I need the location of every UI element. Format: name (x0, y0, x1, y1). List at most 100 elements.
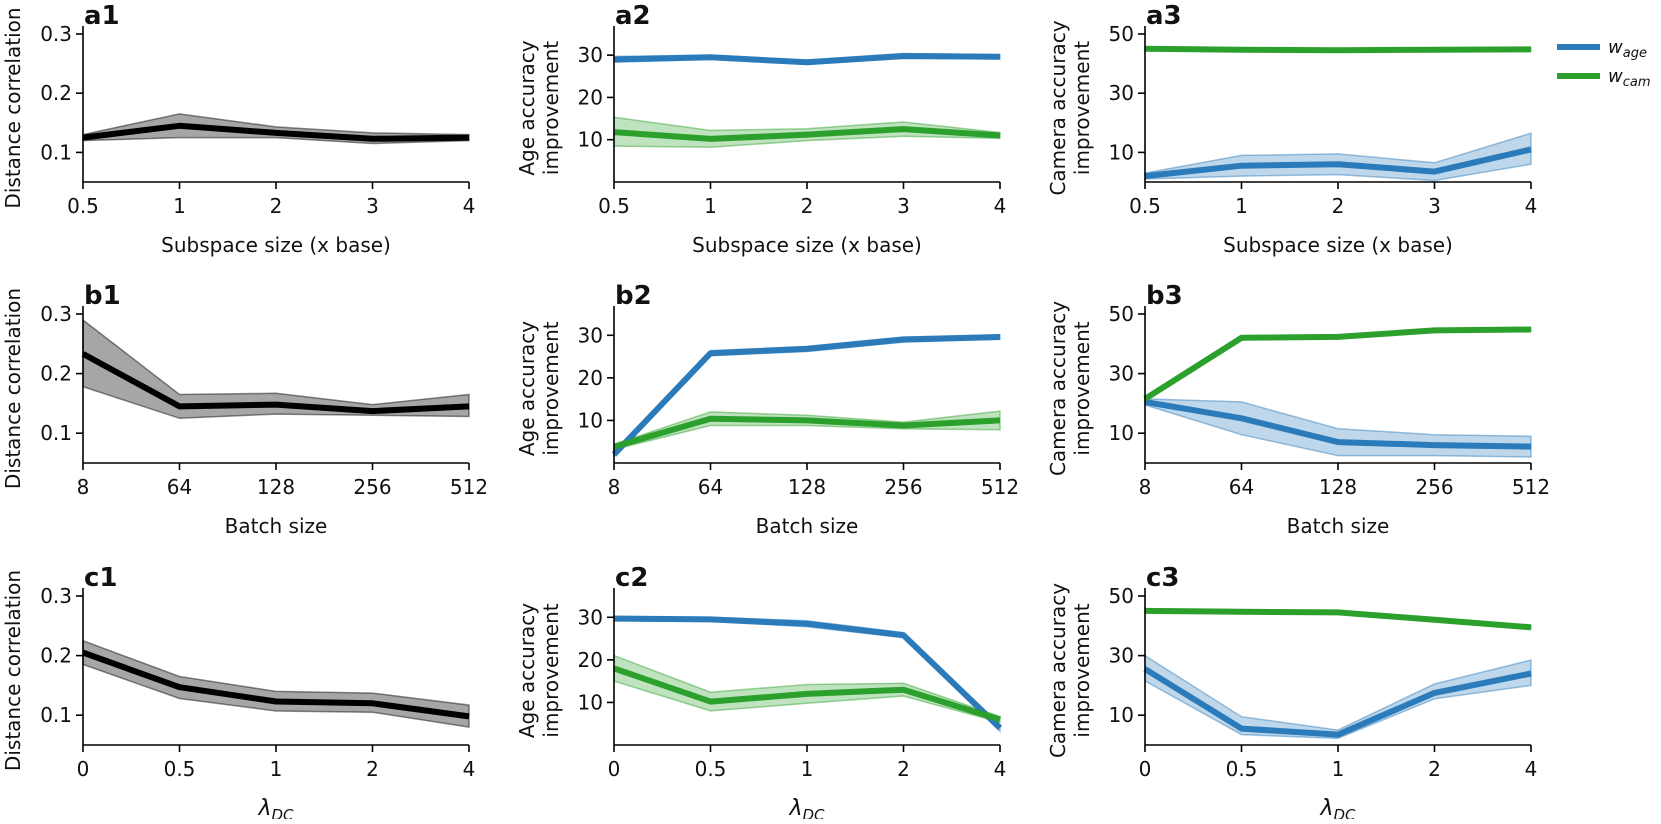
y-axis-label-a2-0: Age accuracy (515, 40, 539, 175)
y-axis-label-b2-0: Age accuracy (515, 321, 539, 456)
x-tick-label-c1-4: 4 (463, 757, 476, 781)
y-tick-label-c1-0.2: 0.2 (40, 644, 72, 668)
y-tick-label-c2-20: 20 (578, 648, 603, 672)
y-axis-label-c3-1: improvement (1070, 603, 1094, 737)
x-tick-label-a2-4: 4 (994, 194, 1007, 218)
panel-b3: 10 30 50 8 64 128 256 512 Batch size Camera accur… (1046, 281, 1550, 538)
x-tick-label-c2-2: 1 (801, 757, 814, 781)
x-tick-label-b2-4: 512 (981, 475, 1019, 499)
x-tick-label-c1-0: 0 (77, 757, 90, 781)
x-tick-label-b1-2: 128 (257, 475, 295, 499)
y-tick-label-b2-10: 10 (578, 408, 603, 432)
x-tick-label-c3-4: 4 (1525, 757, 1538, 781)
panel-label-c3: c3 (1146, 563, 1180, 593)
x-axis-label-a1: Subspace size (x base) (161, 233, 391, 257)
y-tick-label-a2-20: 20 (578, 85, 603, 109)
x-tick-label-b3-1: 64 (1229, 475, 1254, 499)
x-tick-label-b3-3: 256 (1415, 475, 1453, 499)
x-tick-label-a1-4: 4 (463, 194, 476, 218)
x-tick-label-a2-2: 2 (801, 194, 814, 218)
y-tick-label-a1-0.1: 0.1 (40, 140, 72, 164)
x-axis-label-c3: λDC (1319, 796, 1356, 819)
y-axis-label-c2-0: Age accuracy (515, 603, 539, 738)
y-axis-label-b3-0: Camera accuracy (1046, 301, 1070, 476)
x-tick-label-a1-1: 1 (173, 194, 186, 218)
y-tick-label-b1-0.3: 0.3 (40, 302, 72, 326)
line-b2-cam (614, 419, 1000, 447)
x-tick-label-c3-2: 1 (1332, 757, 1345, 781)
y-tick-label-a1-0.2: 0.2 (40, 81, 72, 105)
x-tick-label-b3-0: 8 (1139, 475, 1152, 499)
y-tick-label-c3-10: 10 (1109, 703, 1134, 727)
x-tick-label-c2-0: 0 (608, 757, 621, 781)
x-tick-label-a2-1: 1 (704, 194, 717, 218)
x-tick-label-b1-1: 64 (167, 475, 192, 499)
x-tick-label-a3-4: 4 (1525, 194, 1538, 218)
x-tick-label-a3-1: 1 (1235, 194, 1248, 218)
band-c1-dc (83, 641, 469, 727)
x-axis-label-b1: Batch size (225, 514, 328, 538)
y-tick-label-a1-0.3: 0.3 (40, 22, 72, 46)
y-tick-label-b2-20: 20 (578, 366, 603, 390)
line-b3-cam (1145, 330, 1531, 399)
panel-label-a2: a2 (615, 1, 651, 31)
y-tick-label-c1-0.1: 0.1 (40, 703, 72, 727)
y-axis-label-b3-1: improvement (1070, 321, 1094, 455)
y-axis-label-a3-0: Camera accuracy (1046, 20, 1070, 195)
x-tick-label-b1-0: 8 (77, 475, 90, 499)
line-b2-age (614, 337, 1000, 455)
line-a3-cam (1145, 49, 1531, 51)
panel-label-a1: a1 (84, 1, 120, 31)
y-tick-label-b1-0.1: 0.1 (40, 421, 72, 445)
x-tick-label-b1-4: 512 (450, 475, 488, 499)
x-tick-label-b3-2: 128 (1319, 475, 1357, 499)
y-axis-label-c2-1: improvement (539, 603, 563, 737)
x-tick-label-b2-2: 128 (788, 475, 826, 499)
y-tick-label-c2-10: 10 (578, 690, 603, 714)
panel-label-b3: b3 (1146, 281, 1183, 311)
x-tick-label-a1-0: 0.5 (67, 194, 99, 218)
y-tick-label-b3-30: 30 (1109, 362, 1134, 386)
y-axis-label-c1-0: Distance correlation (1, 570, 25, 771)
y-axis-label-c3-0: Camera accuracy (1046, 583, 1070, 758)
x-tick-label-c2-4: 4 (994, 757, 1007, 781)
y-tick-label-a3-30: 30 (1109, 81, 1134, 105)
y-tick-label-b3-50: 50 (1109, 302, 1134, 326)
x-axis-label-c1: λDC (257, 796, 294, 819)
panel-label-b1: b1 (84, 281, 121, 311)
x-tick-label-b3-4: 512 (1512, 475, 1550, 499)
y-tick-label-b3-10: 10 (1109, 421, 1134, 445)
panel-label-b2: b2 (615, 281, 652, 311)
x-tick-label-a2-3: 3 (897, 194, 910, 218)
x-tick-label-c3-1: 0.5 (1226, 757, 1258, 781)
x-tick-label-a2-0: 0.5 (598, 194, 630, 218)
panel-label-a3: a3 (1146, 1, 1182, 31)
x-axis-label-b2: Batch size (756, 514, 859, 538)
y-tick-label-a3-10: 10 (1109, 140, 1134, 164)
x-tick-label-a1-2: 2 (270, 194, 283, 218)
x-axis-label-a3: Subspace size (x base) (1223, 233, 1453, 257)
x-tick-label-b2-3: 256 (884, 475, 922, 499)
band-a3-age (1145, 133, 1531, 180)
y-tick-label-c2-30: 30 (578, 605, 603, 629)
x-axis-label-c2: λDC (788, 796, 825, 819)
x-tick-label-c2-3: 2 (897, 757, 910, 781)
x-tick-label-b2-1: 64 (698, 475, 723, 499)
y-axis-label-a1-0: Distance correlation (1, 7, 25, 208)
line-c3-cam (1145, 611, 1531, 627)
legend-label-cam: wcam (1608, 66, 1651, 90)
y-tick-label-a2-30: 30 (578, 43, 603, 67)
y-tick-label-b2-30: 30 (578, 323, 603, 347)
y-tick-label-c3-50: 50 (1109, 584, 1134, 608)
y-tick-label-b1-0.2: 0.2 (40, 362, 72, 386)
y-axis-label-a2-1: improvement (539, 41, 563, 175)
x-tick-label-c1-3: 2 (366, 757, 379, 781)
x-axis-label-b3: Batch size (1287, 514, 1390, 538)
